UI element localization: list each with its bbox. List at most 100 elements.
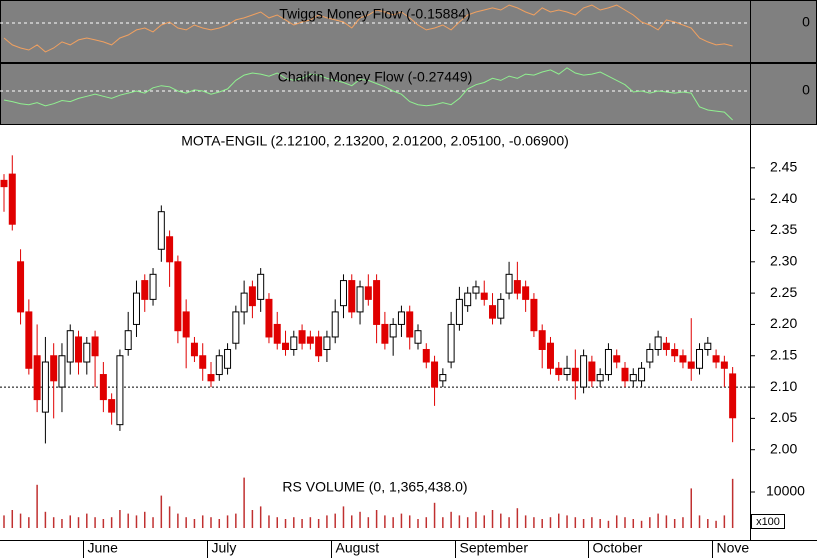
panel-title: Twiggs Money Flow (-0.15884): [279, 6, 470, 22]
y-tick-label: 10000: [766, 483, 805, 499]
candle-body: [422, 348, 430, 363]
candle-body: [257, 273, 265, 300]
candle-body: [447, 323, 455, 363]
candle-body: [141, 280, 149, 300]
candle-body: [166, 236, 174, 263]
candle-body: [704, 342, 712, 350]
candle-body: [83, 342, 91, 363]
candle-body: [546, 342, 554, 369]
candle-body: [555, 367, 563, 376]
candle-body: [671, 348, 679, 357]
y-tick-label: 2.00: [770, 440, 797, 456]
candle-body: [638, 367, 646, 382]
candle-body: [588, 361, 596, 382]
candle-body: [99, 374, 107, 401]
candle-body: [389, 323, 397, 338]
indicator-line: [3, 4, 733, 53]
candle-body: [596, 374, 604, 382]
y-tick-label: 2.30: [770, 253, 797, 269]
candle-body: [613, 355, 621, 363]
candle-body: [712, 355, 720, 363]
x-tick-label: September: [460, 540, 529, 556]
candle-body: [530, 298, 538, 332]
y-tick-label: 2.20: [770, 315, 797, 331]
candle-body: [331, 311, 339, 338]
candle-body: [439, 374, 447, 382]
x-tick-label: July: [212, 540, 237, 556]
y-tick-label: 2.10: [770, 378, 797, 394]
candle-body: [50, 355, 58, 382]
candle-body: [199, 355, 207, 369]
candle-body: [662, 342, 670, 350]
x-tick-label: Nove: [717, 540, 750, 556]
candle-body: [8, 173, 16, 225]
candle-body: [132, 292, 140, 325]
candle-body: [646, 348, 654, 363]
candle-body: [75, 336, 83, 363]
candle-body: [124, 330, 132, 350]
candle-body: [215, 355, 223, 376]
candle-body: [356, 286, 364, 313]
panel-title: MOTA-ENGIL (2.12100, 2.13200, 2.01200, 2…: [181, 133, 569, 149]
candle-body: [339, 280, 347, 307]
candle-body: [17, 261, 25, 313]
candle-body: [108, 399, 116, 413]
candle-body: [563, 367, 571, 376]
candle-body: [182, 311, 190, 338]
candle-body: [580, 355, 588, 388]
y-tick-label: 2.45: [770, 159, 797, 175]
candle-body: [265, 298, 273, 338]
candle-body: [621, 367, 629, 382]
candle-body: [33, 355, 41, 401]
candle-body: [414, 330, 422, 344]
indicator-line: [3, 67, 733, 121]
candle-body: [224, 348, 232, 369]
candle-body: [381, 323, 389, 344]
y-tick-label: 2.40: [770, 190, 797, 206]
candle-body: [472, 286, 480, 294]
candle-body: [240, 292, 248, 313]
panel-title: Chaikin Money Flow (-0.27449): [278, 69, 473, 85]
candle-body: [505, 273, 513, 294]
candle-body: [315, 336, 323, 357]
candle-body: [654, 336, 662, 350]
candle-body: [629, 374, 637, 382]
candle-body: [431, 361, 439, 388]
candle-body: [282, 342, 290, 350]
twiggs-panel: [0, 0, 817, 63]
candle-body: [298, 330, 306, 344]
unit-label: x100: [756, 516, 780, 528]
candle-body: [696, 348, 704, 369]
x-tick-label: June: [88, 540, 119, 556]
candle-body: [232, 311, 240, 344]
candle-body: [720, 361, 728, 369]
y-tick-label: 0: [802, 82, 810, 98]
candle-body: [273, 323, 281, 344]
panel-title: RS VOLUME (0, 1,365,438.0): [282, 479, 467, 495]
candle-body: [25, 311, 33, 369]
candle-body: [207, 374, 215, 382]
candle-body: [522, 286, 530, 300]
y-tick-label: 2.05: [770, 409, 797, 425]
candle-body: [513, 280, 521, 294]
candle-body: [373, 280, 381, 325]
candle-body: [397, 311, 405, 325]
y-tick-label: 2.25: [770, 284, 797, 300]
candle-body: [364, 286, 372, 300]
candle-body: [406, 311, 414, 338]
candle-body: [323, 336, 331, 350]
candle-body: [157, 211, 165, 250]
candle-body: [455, 298, 463, 325]
candle-body: [58, 355, 66, 388]
candle-body: [306, 336, 314, 344]
x-tick-label: August: [336, 540, 380, 556]
unit-box: [751, 514, 785, 529]
candle-body: [0, 179, 8, 188]
candle-body: [538, 330, 546, 350]
candle-body: [149, 273, 157, 300]
candle-body: [66, 330, 74, 363]
candle-body: [41, 361, 49, 413]
candle-body: [290, 336, 298, 350]
candle-body: [190, 342, 198, 357]
